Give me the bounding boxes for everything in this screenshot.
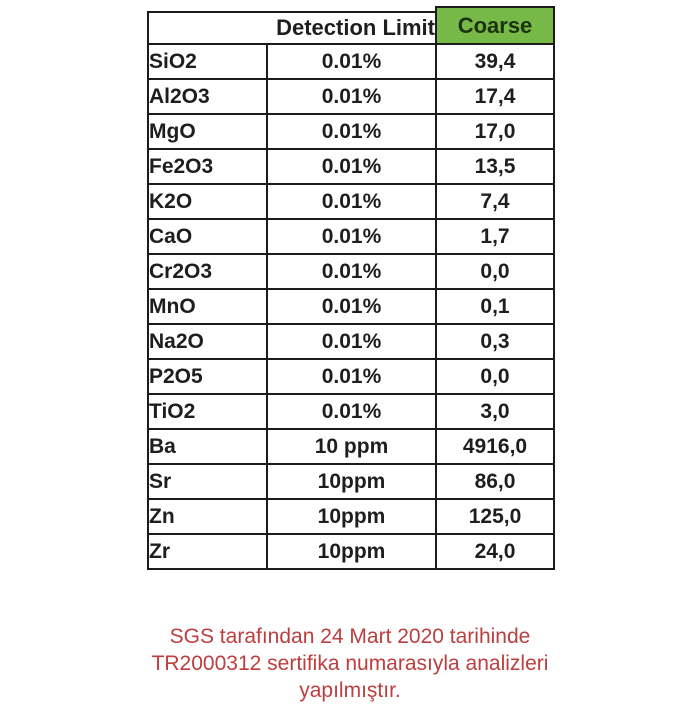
coarse-value-cell: 7,4 <box>435 183 555 220</box>
table-row: Na2O 0.01% 0,3 <box>147 323 555 360</box>
coarse-value-cell: 125,0 <box>435 498 555 535</box>
table-row: P2O5 0.01% 0,0 <box>147 358 555 395</box>
table-row: Zr 10ppm 24,0 <box>147 533 555 570</box>
element-cell: Al2O3 <box>147 78 268 115</box>
element-cell: K2O <box>147 183 268 220</box>
table-row: Fe2O3 0.01% 13,5 <box>147 148 555 185</box>
detection-limit-cell: 0.01% <box>266 43 437 80</box>
element-cell: TiO2 <box>147 393 268 430</box>
element-cell: Cr2O3 <box>147 253 268 290</box>
certification-note-line: yapılmıştır. <box>299 679 401 702</box>
element-cell: MgO <box>147 113 268 150</box>
table-row: K2O 0.01% 7,4 <box>147 183 555 220</box>
table-row: MgO 0.01% 17,0 <box>147 113 555 150</box>
detection-limit-cell: 0.01% <box>266 358 437 395</box>
detection-limit-cell: 10ppm <box>266 463 437 500</box>
element-cell: Zn <box>147 498 268 535</box>
detection-limit-cell: 0.01% <box>266 393 437 430</box>
coarse-value-cell: 17,4 <box>435 78 555 115</box>
table-row: TiO2 0.01% 3,0 <box>147 393 555 430</box>
coarse-value-cell: 4916,0 <box>435 428 555 465</box>
table-row: Sr 10ppm 86,0 <box>147 463 555 500</box>
coarse-value-cell: 1,7 <box>435 218 555 255</box>
detection-limit-cell: 0.01% <box>266 218 437 255</box>
table-row: Cr2O3 0.01% 0,0 <box>147 253 555 290</box>
coarse-value-cell: 3,0 <box>435 393 555 430</box>
detection-limit-cell: 0.01% <box>266 288 437 325</box>
detection-limit-cell: 0.01% <box>266 183 437 220</box>
element-cell: MnO <box>147 288 268 325</box>
element-cell: Na2O <box>147 323 268 360</box>
table-row: Zn 10ppm 125,0 <box>147 498 555 535</box>
analysis-table: Detection Limit Coarse SiO2 0.01% 39,4 Al2O… <box>147 6 555 570</box>
element-cell: SiO2 <box>147 43 268 80</box>
certification-note: SGS tarafından 24 Mart 2020 tarihinde TR… <box>130 623 570 704</box>
detection-limit-header: Detection Limit <box>147 11 437 45</box>
table-row: SiO2 0.01% 39,4 <box>147 43 555 80</box>
table-row: Ba 10 ppm 4916,0 <box>147 428 555 465</box>
detection-limit-cell: 10ppm <box>266 498 437 535</box>
certification-note-line: TR2000312 sertifika numarasıyla analizle… <box>151 652 549 675</box>
coarse-header-cell: Coarse <box>435 6 555 45</box>
coarse-value-cell: 24,0 <box>435 533 555 570</box>
coarse-value-cell: 39,4 <box>435 43 555 80</box>
certification-note-line: SGS tarafından 24 Mart 2020 tarihinde <box>169 625 531 648</box>
element-cell: P2O5 <box>147 358 268 395</box>
table-row: MnO 0.01% 0,1 <box>147 288 555 325</box>
detection-limit-cell: 0.01% <box>266 148 437 185</box>
detection-limit-cell: 0.01% <box>266 113 437 150</box>
coarse-value-cell: 0,1 <box>435 288 555 325</box>
detection-limit-cell: 0.01% <box>266 78 437 115</box>
table-row: CaO 0.01% 1,7 <box>147 218 555 255</box>
coarse-value-cell: 13,5 <box>435 148 555 185</box>
element-cell: CaO <box>147 218 268 255</box>
detection-limit-cell: 0.01% <box>266 253 437 290</box>
table-body: SiO2 0.01% 39,4 Al2O3 0.01% 17,4 MgO 0.01% 17,0 F… <box>147 43 555 570</box>
coarse-value-cell: 0,3 <box>435 323 555 360</box>
coarse-header-label: Coarse <box>435 6 555 45</box>
coarse-value-cell: 86,0 <box>435 463 555 500</box>
coarse-value-cell: 17,0 <box>435 113 555 150</box>
element-cell: Fe2O3 <box>147 148 268 185</box>
coarse-value-cell: 0,0 <box>435 358 555 395</box>
element-cell: Sr <box>147 463 268 500</box>
coarse-value-cell: 0,0 <box>435 253 555 290</box>
element-cell: Ba <box>147 428 268 465</box>
table-row: Al2O3 0.01% 17,4 <box>147 78 555 115</box>
element-cell: Zr <box>147 533 268 570</box>
detection-limit-cell: 10 ppm <box>266 428 437 465</box>
detection-limit-cell: 0.01% <box>266 323 437 360</box>
header-row: Detection Limit Coarse <box>147 6 555 45</box>
detection-limit-cell: 10ppm <box>266 533 437 570</box>
